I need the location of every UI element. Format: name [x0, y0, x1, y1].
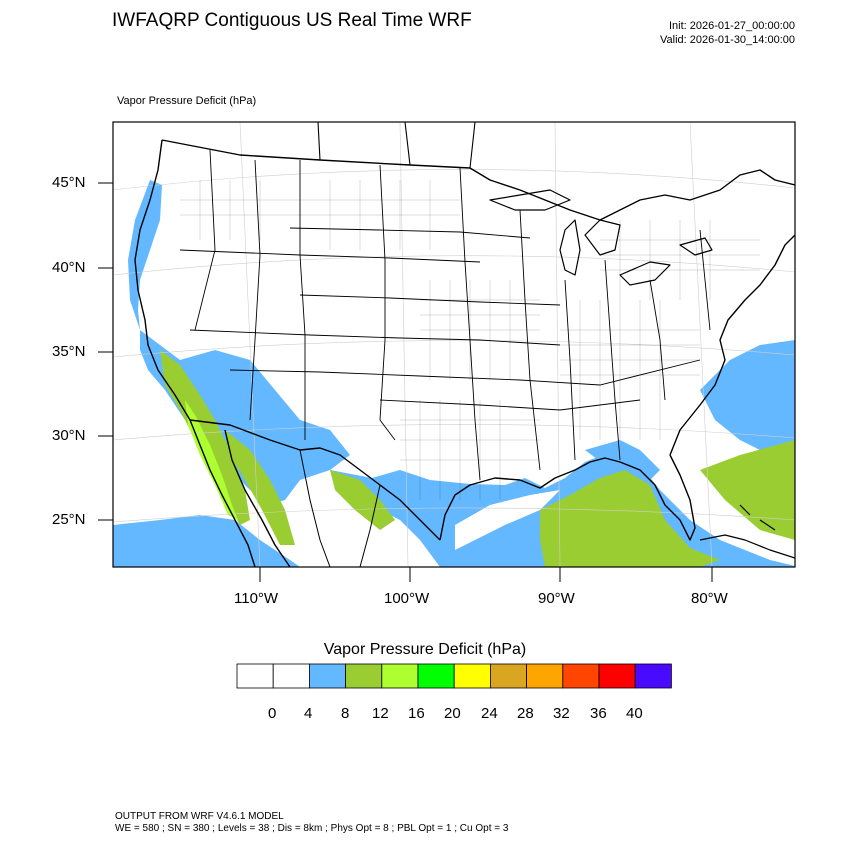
colorbar — [236, 663, 672, 689]
vpd-sw-blue — [140, 330, 350, 505]
colorbar-swatch-5 — [417, 663, 455, 689]
lat-label-30: 30°N — [52, 427, 86, 444]
plot-title: IWFAQRP Contiguous US Real Time WRF — [112, 10, 472, 31]
colorbar-swatch-1 — [272, 663, 310, 689]
colorbar-swatch-2 — [308, 663, 346, 689]
valid-time: Valid: 2026-01-30_14:00:00 — [660, 34, 795, 46]
init-time: Init: 2026-01-27_00:00:00 — [669, 20, 795, 32]
boundaries — [134, 122, 795, 567]
colorbar-swatch-11 — [634, 663, 672, 689]
colorbar-label-8: 8 — [341, 705, 350, 722]
colorbar-label-24: 24 — [481, 705, 498, 722]
colorbar-label-12: 12 — [372, 705, 389, 722]
lon-label-110: 110°W — [234, 590, 279, 607]
colorbar-swatch-9 — [562, 663, 600, 689]
vpd-carib-green — [700, 440, 795, 540]
vpd-florida-blue — [585, 440, 660, 480]
vpd-mexico-green — [330, 470, 395, 530]
field-label: Vapor Pressure Deficit (hPa) — [117, 95, 257, 107]
lat-label-40: 40°N — [52, 259, 86, 276]
vpd-gulf-low — [455, 490, 560, 550]
map-frame — [112, 121, 796, 568]
colorbar-label-4: 4 — [304, 705, 313, 722]
colorbar-label-16: 16 — [408, 705, 425, 722]
vpd-atlantic — [700, 340, 795, 455]
lat-label-25: 25°N — [52, 511, 86, 528]
colorbar-label-0: 0 — [268, 705, 277, 722]
lon-label-100: 100°W — [384, 590, 430, 607]
colorbar-swatch-10 — [598, 663, 636, 689]
axis-ticks — [98, 182, 713, 582]
colorbar-label-32: 32 — [553, 705, 570, 722]
lon-label-80: 80°W — [691, 590, 728, 607]
footer-config: WE = 580 ; SN = 380 ; Levels = 38 ; Dis … — [115, 823, 509, 834]
vpd-baja-lime — [185, 400, 238, 520]
map-panel — [113, 122, 795, 567]
colorbar-swatch-7 — [489, 663, 527, 689]
colorbar-swatch-3 — [345, 663, 383, 689]
colorbar-label-28: 28 — [517, 705, 534, 722]
colorbar-label-40: 40 — [626, 705, 643, 722]
colorbar-label-36: 36 — [590, 705, 607, 722]
colorbar-label-20: 20 — [444, 705, 461, 722]
colorbar-swatch-8 — [526, 663, 564, 689]
vpd-shading — [113, 180, 795, 567]
lon-label-90: 90°W — [538, 590, 575, 607]
vpd-texas-blue — [380, 478, 470, 545]
lat-label-45: 45°N — [52, 174, 86, 191]
vpd-westcoast-blue — [128, 180, 162, 330]
county-lines — [180, 180, 760, 500]
vpd-gulf-green — [540, 470, 720, 567]
colorbar-swatch-6 — [453, 663, 491, 689]
vpd-pacific-south — [113, 515, 300, 567]
colorbar-swatch-0 — [236, 663, 274, 689]
lat-label-35: 35°N — [52, 343, 86, 360]
colorbar-title: Vapor Pressure Deficit (hPa) — [323, 641, 527, 658]
footer-model: OUTPUT FROM WRF V4.6.1 MODEL — [115, 811, 284, 822]
colorbar-swatch-4 — [381, 663, 419, 689]
vpd-sonora-green — [225, 430, 295, 545]
